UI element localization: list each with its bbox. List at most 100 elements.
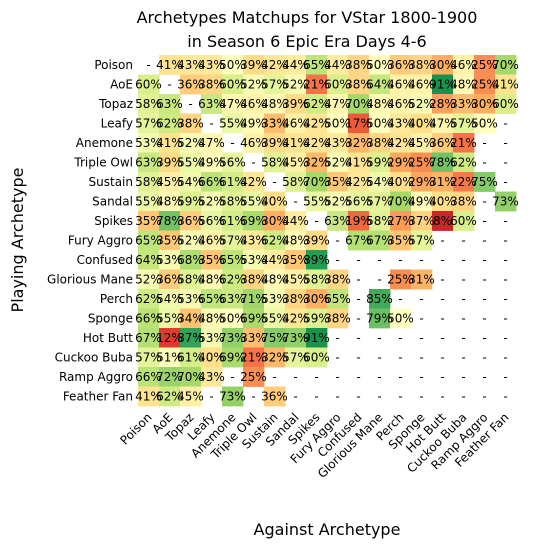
heatmap-cell (243, 367, 265, 387)
cell-value-label: - (503, 331, 507, 345)
heatmap-cell (222, 347, 244, 368)
heatmap-cell (474, 172, 496, 192)
heatmap-cell (474, 113, 496, 134)
cell-value-label: 71% (240, 292, 267, 306)
heatmap-cell (306, 289, 328, 309)
cell-value-label: 44% (324, 58, 351, 72)
cell-value-label: - (314, 370, 318, 384)
cell-value-label: 58% (282, 175, 309, 189)
heatmap-cell (285, 55, 307, 75)
cell-value-label: - (482, 253, 486, 267)
heatmap-cell (327, 94, 349, 114)
heatmap-cell (138, 230, 160, 251)
cell-value-label: - (230, 370, 234, 384)
heatmap-cell (201, 172, 223, 192)
heatmap-cell-labels: -41%43%43%50%39%42%44%65%44%38%50%36%38%… (135, 58, 519, 404)
y-tick-labels: Poison AoE Topaz Leafy Anemone Triple Owl Sust… (47, 58, 133, 404)
cell-value-label: 53% (177, 292, 204, 306)
heatmap-cell (390, 269, 412, 290)
cell-value-label: 44% (261, 253, 288, 267)
heatmap-cell (264, 133, 286, 153)
heatmap-cell (432, 113, 454, 134)
heatmap-cell (369, 308, 391, 329)
cell-value-label: 63% (324, 214, 351, 228)
cell-value-label: 60% (303, 350, 330, 364)
heatmap-cell (390, 230, 412, 251)
heatmap-cell (180, 133, 202, 153)
cell-value-label: - (461, 253, 465, 267)
heatmap-cell (201, 367, 223, 387)
heatmap-cell (264, 191, 286, 212)
heatmap-cell (285, 250, 307, 270)
heatmap-cell (453, 152, 475, 173)
heatmap-cell (138, 347, 160, 368)
heatmap-cell (138, 113, 160, 134)
cell-value-label: 66% (135, 311, 162, 325)
cell-value-label: 41% (156, 136, 183, 150)
heatmap-cell (222, 94, 244, 114)
heatmap-cell (243, 211, 265, 231)
heatmap-cell (222, 308, 244, 329)
cell-value-label: 78% (429, 155, 456, 169)
heatmap-cell (243, 250, 265, 270)
cell-value-label: 56% (198, 214, 225, 228)
heatmap-cell (369, 289, 391, 309)
cell-value-label: - (419, 389, 423, 403)
cell-value-label: 48% (261, 97, 288, 111)
cell-value-label: 36% (261, 389, 288, 403)
heatmap-cell (243, 230, 265, 251)
heatmap-cell (264, 152, 286, 173)
y-tick-label: Sustain (89, 175, 133, 189)
cell-value-label: - (482, 331, 486, 345)
cell-value-label: 42% (387, 136, 414, 150)
cell-value-label: - (335, 331, 339, 345)
cell-value-label: - (398, 370, 402, 384)
cell-value-label: 38% (408, 58, 435, 72)
heatmap-cell (369, 152, 391, 173)
cell-value-label: 50% (387, 311, 414, 325)
heatmap-cell (306, 250, 328, 270)
heatmap-cell (306, 55, 328, 75)
cell-value-label: 38% (240, 272, 267, 286)
heatmap-cell (138, 328, 160, 348)
cell-value-label: 75% (471, 175, 498, 189)
cell-value-label: 36% (177, 77, 204, 91)
cell-value-label: 60% (450, 214, 477, 228)
cell-value-label: - (335, 233, 339, 247)
heatmap-cell (453, 133, 475, 153)
heatmap-cell (411, 152, 433, 173)
cell-value-label: 55% (156, 311, 183, 325)
cell-value-label: 43% (387, 116, 414, 130)
cell-value-label: 59% (366, 155, 393, 169)
heatmap-cell (159, 289, 181, 309)
heatmap-cell (285, 172, 307, 192)
cell-value-label: 39% (282, 97, 309, 111)
cell-value-label: 45% (177, 389, 204, 403)
y-tick-label: Confused (77, 253, 133, 267)
heatmap-cell (285, 113, 307, 134)
cell-value-label: - (503, 350, 507, 364)
heatmap-cell (453, 211, 475, 231)
cell-value-label: 31% (408, 272, 435, 286)
cell-value-label: 36% (387, 58, 414, 72)
heatmap-cell (159, 250, 181, 270)
heatmap-cell (306, 347, 328, 368)
cell-value-label: 67% (345, 233, 372, 247)
cell-value-label: 36% (177, 214, 204, 228)
cell-value-label: 55% (240, 194, 267, 208)
cell-value-label: 22% (450, 175, 477, 189)
cell-value-label: 50% (366, 58, 393, 72)
cell-value-label: 25% (387, 272, 414, 286)
heatmap-cell (327, 74, 349, 95)
cell-value-label: - (251, 389, 255, 403)
heatmap-cell (159, 152, 181, 173)
cell-value-label: 57% (366, 194, 393, 208)
cell-value-label: - (377, 253, 381, 267)
heatmap-cell (327, 308, 349, 329)
heatmap-cell (306, 172, 328, 192)
cell-value-label: 62% (303, 97, 330, 111)
cell-value-label: - (482, 233, 486, 247)
x-axis-label: Against Archetype (254, 520, 401, 539)
cell-value-label: 62% (261, 233, 288, 247)
cell-value-label: 73% (219, 331, 246, 345)
